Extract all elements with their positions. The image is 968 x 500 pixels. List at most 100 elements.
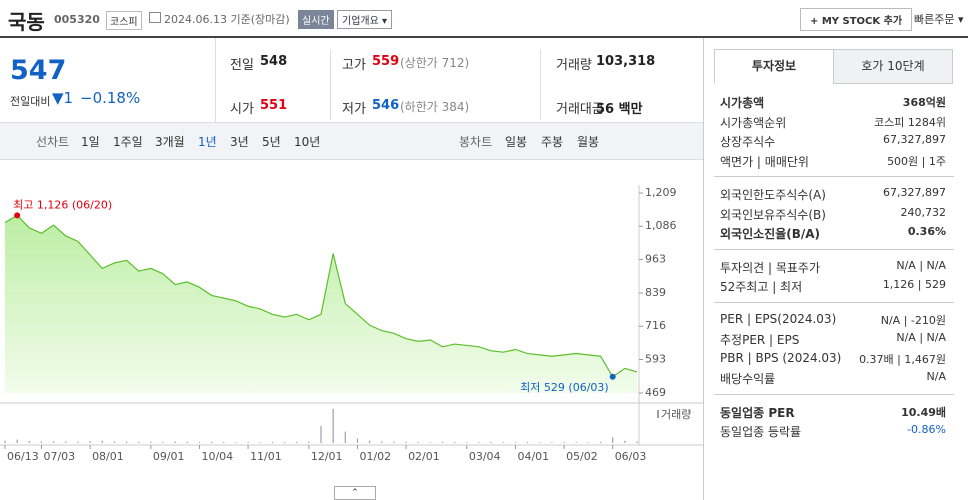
y-tick-label: 469 (645, 386, 666, 399)
volume-bar (247, 442, 249, 443)
item-label: 고가 (342, 58, 366, 73)
volume-bar (527, 441, 529, 443)
change-pct: −0.18% (80, 89, 141, 107)
separator (714, 248, 954, 250)
y-tick-label: 716 (645, 319, 666, 332)
volume-bar (162, 442, 164, 443)
y-tick-label: 839 (645, 286, 666, 299)
volume-bar (612, 437, 614, 443)
volume-bar (40, 441, 43, 443)
volume-bar (356, 438, 359, 443)
info-value: 67,327,897 (883, 133, 946, 146)
period-tab[interactable]: 1년 (198, 135, 217, 149)
volume-bar (101, 440, 103, 443)
item-extra: (하한가 384) (400, 100, 470, 114)
volume-bar (539, 442, 541, 443)
volume-bar (125, 441, 128, 443)
period-tab[interactable]: 1주일 (113, 135, 143, 149)
x-tick-label: 08/01 (92, 450, 124, 463)
volume-bar (28, 441, 30, 443)
period-tab[interactable]: 1일 (81, 135, 100, 149)
info-label: 52주최고 | 최저 (720, 280, 803, 294)
company-button[interactable]: 기업개요 ▾ (337, 10, 393, 29)
period-tab[interactable]: 3개월 (155, 135, 185, 149)
volume-bar (587, 442, 589, 443)
status-badge: 실시간 (298, 10, 334, 29)
period-tab[interactable]: 주봉 (541, 135, 564, 149)
mystock-button[interactable]: + MY STOCK 추가 (800, 8, 913, 31)
info-value: 368억원 (902, 96, 946, 109)
volume-bar (174, 441, 176, 443)
period-tab[interactable]: 5년 (262, 135, 281, 149)
item-value: 103,318 (596, 54, 656, 69)
quick-label: 빠른주문 (914, 13, 955, 26)
quick-order[interactable]: 빠른주문 ▾ (914, 13, 964, 26)
item-extra: (상한가 712) (400, 56, 470, 70)
volume-bar (636, 441, 638, 443)
volume-bar (65, 441, 67, 443)
info-value: 1,126 | 529 (882, 278, 946, 291)
volume-bar (417, 442, 419, 443)
item-label: 전일 (230, 58, 254, 73)
volume-bar (53, 441, 55, 443)
price-line (4, 214, 638, 378)
y-tick-label: 963 (645, 252, 666, 265)
divider (215, 38, 216, 122)
volume-bar (551, 442, 553, 443)
volume-bar (332, 408, 334, 443)
volume-bar (563, 442, 565, 443)
period-tab[interactable]: 월봉 (577, 135, 600, 149)
volume-bar (16, 439, 18, 443)
volume-bar (429, 442, 431, 443)
info-value: 0.36% (907, 225, 946, 238)
volume-bar (77, 441, 79, 443)
info-label: 상장주식수 (720, 135, 776, 149)
info-value: 240,732 (900, 205, 947, 219)
item-value: 56 백만 (596, 102, 643, 117)
volume-bar (211, 441, 213, 443)
separator (714, 301, 954, 303)
volume-bar (624, 440, 626, 443)
x-tick-label: 10/04 (201, 450, 233, 463)
info-tab[interactable]: 호가 10단계 (833, 49, 953, 84)
volume-bar (113, 441, 115, 443)
info-value: 0.37배 | 1,467원 (859, 352, 946, 366)
company-label: 기업개요 (342, 16, 379, 27)
x-tick-label: 06/03 (615, 450, 647, 463)
info-label: 외국인소진율(B/A) (720, 227, 821, 241)
volume-bar (150, 441, 152, 443)
stock-code: 005320 (54, 13, 100, 26)
info-value: N/A | N/A (896, 331, 946, 344)
info-label: PBR | BPS (2024.03) (720, 350, 842, 365)
info-label: 동일업종 등락률 (720, 425, 802, 439)
x-tick-label: 11/01 (250, 450, 282, 463)
volume-bar (320, 425, 322, 443)
info-label: PER | EPS(2024.03) (720, 311, 837, 326)
volume-bar (283, 442, 286, 443)
volume-bar (89, 441, 91, 443)
volume-bar (599, 441, 602, 443)
collapse-button[interactable]: ⌃ (334, 486, 376, 500)
volume-bar (223, 442, 225, 443)
volume-bar (138, 441, 140, 443)
info-value: 10.49배 (901, 405, 946, 419)
tab-group-label: 선차트 (36, 135, 70, 149)
period-tab[interactable]: 일봉 (505, 135, 528, 149)
x-tick-label: 01/02 (359, 450, 391, 463)
info-value: N/A | N/A (896, 258, 946, 272)
calendar-icon (149, 12, 161, 23)
x-tick-label: 03/04 (469, 450, 501, 463)
x-tick-label: 06/13 (7, 450, 39, 463)
x-tick-label: 07/03 (43, 450, 75, 463)
stock-name: 국동 (8, 10, 45, 34)
period-tab[interactable]: 3년 (230, 135, 249, 149)
info-tab[interactable]: 투자정보 (714, 49, 834, 84)
y-tick-label: 593 (645, 352, 666, 365)
x-tick-label: 12/01 (311, 450, 343, 463)
volume-bar (296, 441, 298, 443)
volume-bar (271, 441, 273, 443)
tab-bar (0, 122, 703, 160)
info-value: N/A | -210원 (880, 313, 946, 327)
period-tab[interactable]: 10년 (294, 135, 321, 149)
